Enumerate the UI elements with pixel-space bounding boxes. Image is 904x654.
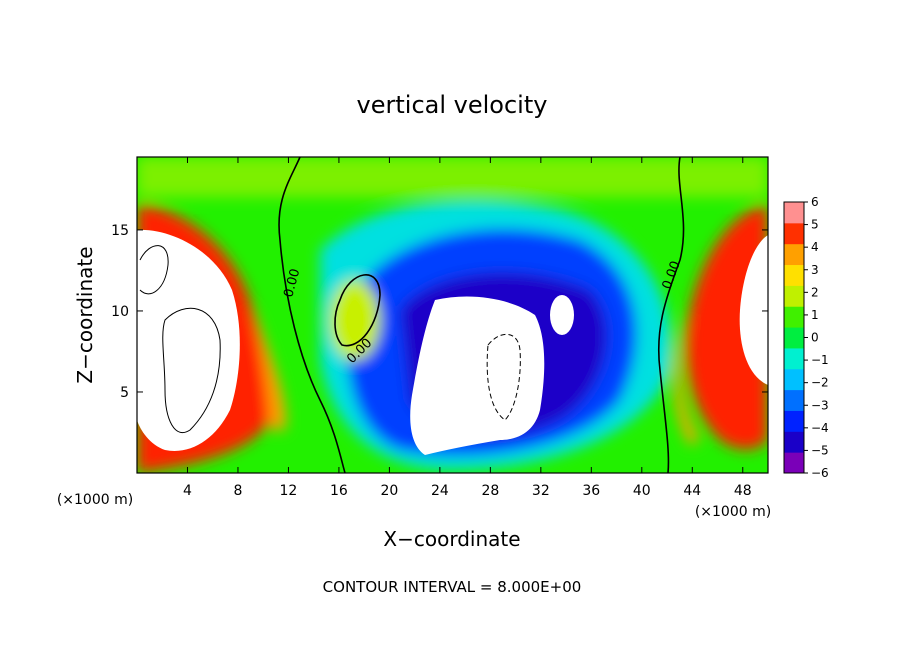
colorbar-segment-2 — [784, 410, 804, 432]
colorbar-segment-3 — [784, 389, 804, 411]
colorbar-segment-0 — [784, 452, 804, 474]
colorbar-segment-7 — [784, 306, 804, 328]
x-tick-label-16: 16 — [330, 483, 348, 499]
colorbar-label-2: 4 — [811, 240, 819, 254]
thin-contours — [139, 245, 521, 433]
colorbar-label-3: 3 — [811, 263, 819, 277]
x-tick-label-12: 12 — [280, 483, 298, 499]
x-tick-label-28: 28 — [481, 483, 499, 499]
contour-label-left: 0.00 — [281, 267, 303, 299]
contour-center-dashed — [486, 333, 521, 421]
x-unit-left: (×1000 m) — [57, 492, 133, 508]
contour-left-loop-1 — [139, 245, 169, 295]
y-tick-label-10: 10 — [111, 304, 129, 320]
x-tick-label-8: 8 — [233, 483, 242, 499]
plot-frame — [136, 156, 769, 474]
field-right-orange — [674, 310, 700, 445]
colorbar-label-4: 2 — [811, 285, 819, 299]
y-axis: 5 10 15 — [111, 223, 768, 401]
y-tick-label-5: 5 — [120, 385, 129, 401]
colorbar-label-10: −4 — [811, 421, 829, 435]
colorbar-segment-1 — [784, 431, 804, 453]
colorbar-segment-5 — [784, 347, 804, 370]
x-axis: 4 8 12 16 20 24 28 32 36 40 44 48 — [183, 157, 752, 499]
x-tick-label-4: 4 — [183, 483, 192, 499]
contour-left-loop-2 — [162, 307, 221, 433]
field-center-white — [410, 296, 545, 455]
contour-interval-footer: CONTOUR INTERVAL = 8.000E+00 — [323, 578, 582, 596]
colorbar-label-12: −6 — [811, 466, 829, 480]
y-tick-label-15: 15 — [111, 223, 129, 239]
field-left-white — [137, 229, 240, 451]
x-unit-right: (×1000 m) — [695, 504, 771, 520]
colorbar-segment-6 — [784, 327, 804, 349]
colorbar-label-6: 0 — [811, 331, 819, 345]
contour-zero-left — [278, 157, 346, 473]
colorbar-segment-11 — [784, 222, 804, 245]
x-tick-label-32: 32 — [532, 483, 550, 499]
colorbar-segment-8 — [784, 285, 804, 307]
colorbar-label-8: −2 — [811, 376, 829, 390]
x-tick-label-40: 40 — [633, 483, 651, 499]
field-yellow-blob — [330, 280, 380, 360]
field-left-orange — [250, 300, 286, 430]
colorbar-label-11: −5 — [811, 443, 829, 457]
field-right-white — [739, 235, 768, 385]
colorbar-label-1: 5 — [811, 218, 819, 232]
contour-zero-blob — [334, 274, 381, 347]
velocity-field: 0.00 0.00 0.00 — [137, 157, 768, 473]
field-upper-band — [137, 157, 768, 197]
colorbar-label-0: 6 — [811, 195, 819, 209]
zero-contours — [278, 157, 685, 473]
colorbar: 6 5 4 3 2 1 0 −1 −2 −3 −4 −5 −6 — [783, 195, 829, 480]
x-tick-label-48: 48 — [734, 483, 752, 499]
chart-title: vertical velocity — [357, 91, 548, 119]
field-white-blob — [550, 295, 574, 335]
colorbar-label-7: −1 — [811, 353, 829, 367]
y-axis-label: Z−coordinate — [73, 246, 97, 383]
colorbar-label-5: 1 — [811, 308, 819, 322]
field-right-red — [686, 205, 768, 450]
colorbar-segment-10 — [784, 243, 804, 266]
x-tick-label-44: 44 — [683, 483, 701, 499]
x-axis-label: X−coordinate — [383, 527, 520, 551]
contour-zero-right — [657, 157, 685, 473]
x-tick-label-36: 36 — [582, 483, 600, 499]
colorbar-label-9: −3 — [811, 398, 829, 412]
x-tick-label-20: 20 — [380, 483, 398, 499]
colorbar-segment-12 — [784, 202, 804, 224]
x-tick-label-24: 24 — [431, 483, 449, 499]
colorbar-segment-4 — [784, 368, 804, 391]
colorbar-segment-9 — [784, 264, 804, 286]
